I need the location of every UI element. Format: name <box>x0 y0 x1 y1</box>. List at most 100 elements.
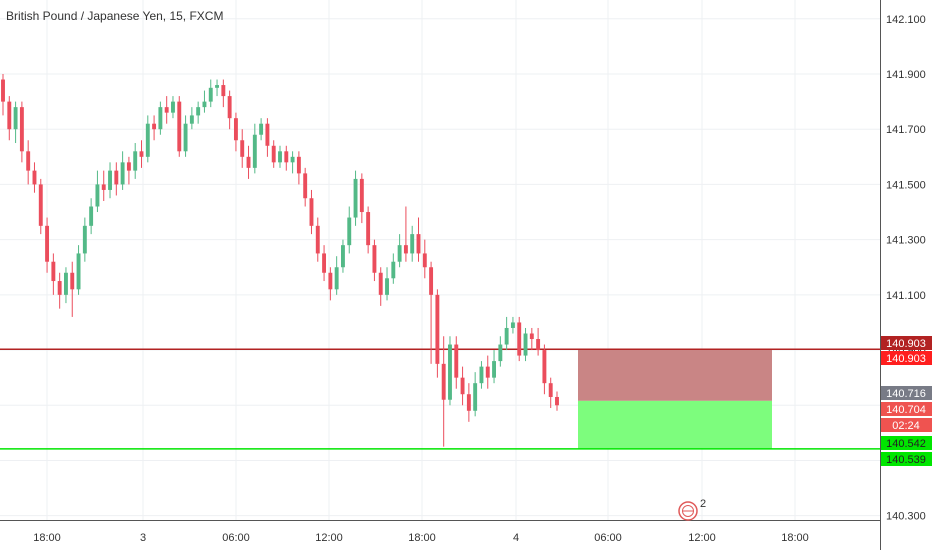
candle[interactable] <box>139 140 144 168</box>
candle[interactable] <box>460 366 465 406</box>
candle[interactable] <box>485 355 490 389</box>
candle[interactable] <box>441 336 446 447</box>
candle[interactable] <box>70 261 75 317</box>
candle[interactable] <box>473 372 478 417</box>
candle[interactable] <box>158 101 163 135</box>
candle[interactable] <box>492 350 496 384</box>
candle-body <box>227 96 232 119</box>
candle[interactable] <box>164 96 169 124</box>
candle[interactable] <box>454 336 459 389</box>
candle[interactable] <box>378 267 383 306</box>
candle[interactable] <box>51 253 56 295</box>
candle[interactable] <box>391 253 396 284</box>
candle[interactable] <box>252 123 257 174</box>
candle[interactable] <box>403 206 408 262</box>
candle[interactable] <box>152 115 157 141</box>
candle[interactable] <box>45 217 50 273</box>
candle[interactable] <box>208 79 213 108</box>
candle[interactable] <box>82 217 87 262</box>
candle[interactable] <box>303 167 308 207</box>
candle[interactable] <box>429 261 434 364</box>
candle[interactable] <box>133 143 138 179</box>
candle[interactable] <box>259 118 264 141</box>
candle[interactable] <box>108 162 112 199</box>
candle[interactable] <box>95 170 100 213</box>
candle[interactable] <box>271 140 276 168</box>
candle-body <box>517 322 522 356</box>
candle[interactable] <box>498 336 503 367</box>
candle[interactable] <box>189 107 194 130</box>
candle[interactable] <box>246 145 251 179</box>
candle[interactable] <box>448 336 452 406</box>
candle[interactable] <box>26 140 31 185</box>
candle[interactable] <box>504 316 509 351</box>
candle[interactable] <box>240 129 245 168</box>
candle[interactable] <box>410 225 415 262</box>
candle[interactable] <box>1 74 5 116</box>
candle[interactable] <box>171 96 175 119</box>
candle[interactable] <box>290 151 295 174</box>
candle[interactable] <box>372 239 377 282</box>
candle[interactable] <box>359 173 364 224</box>
candle[interactable] <box>296 151 301 185</box>
candle[interactable] <box>57 272 62 309</box>
candle[interactable] <box>101 170 106 201</box>
candle[interactable] <box>517 316 522 362</box>
candle[interactable] <box>397 234 402 268</box>
candle[interactable] <box>416 217 421 262</box>
candle[interactable] <box>38 178 43 235</box>
candle[interactable] <box>555 391 559 411</box>
candle[interactable] <box>466 383 471 422</box>
candle[interactable] <box>315 217 320 262</box>
candle[interactable] <box>7 96 12 141</box>
candle[interactable] <box>548 377 553 409</box>
candle[interactable] <box>435 289 440 378</box>
candle[interactable] <box>221 79 226 108</box>
candle[interactable] <box>265 118 270 157</box>
candle[interactable] <box>19 101 24 163</box>
candle[interactable] <box>196 101 201 124</box>
candle[interactable] <box>126 156 131 185</box>
candle[interactable] <box>89 198 94 235</box>
candle[interactable] <box>341 239 345 273</box>
candle[interactable] <box>347 206 352 254</box>
price-badge: 140.704 <box>881 402 932 416</box>
candle[interactable] <box>13 101 18 144</box>
candle[interactable] <box>328 267 333 301</box>
candle[interactable] <box>32 162 37 193</box>
candle-body <box>492 361 496 378</box>
event-marker-icon[interactable]: 2 <box>678 498 706 521</box>
candle[interactable] <box>510 316 515 334</box>
candle[interactable] <box>422 239 427 279</box>
candle[interactable] <box>536 327 541 356</box>
candle[interactable] <box>309 189 314 235</box>
candle[interactable] <box>202 90 207 113</box>
candle[interactable] <box>523 327 528 362</box>
candle[interactable] <box>64 267 68 304</box>
candle[interactable] <box>353 170 358 226</box>
candle[interactable] <box>227 90 232 130</box>
candle[interactable] <box>233 112 238 152</box>
candle[interactable] <box>542 344 547 395</box>
take-profit-zone[interactable] <box>578 400 772 449</box>
price-badge-bg <box>881 386 932 400</box>
candle[interactable] <box>334 256 339 295</box>
candle[interactable] <box>215 79 219 97</box>
candle[interactable] <box>479 361 484 389</box>
candle[interactable] <box>322 245 327 282</box>
candle[interactable] <box>366 206 371 254</box>
stop-loss-zone[interactable] <box>578 349 772 401</box>
candle[interactable] <box>177 96 182 157</box>
candle[interactable] <box>120 151 125 190</box>
candle-body <box>334 267 339 290</box>
candle[interactable] <box>385 267 389 301</box>
candle[interactable] <box>114 162 119 196</box>
candle[interactable] <box>529 327 534 351</box>
candle[interactable] <box>76 245 81 295</box>
candle[interactable] <box>278 145 282 168</box>
price-badge: 140.542 <box>881 436 932 450</box>
candle[interactable] <box>145 115 150 163</box>
candle[interactable] <box>284 145 289 171</box>
candle[interactable] <box>183 115 188 157</box>
